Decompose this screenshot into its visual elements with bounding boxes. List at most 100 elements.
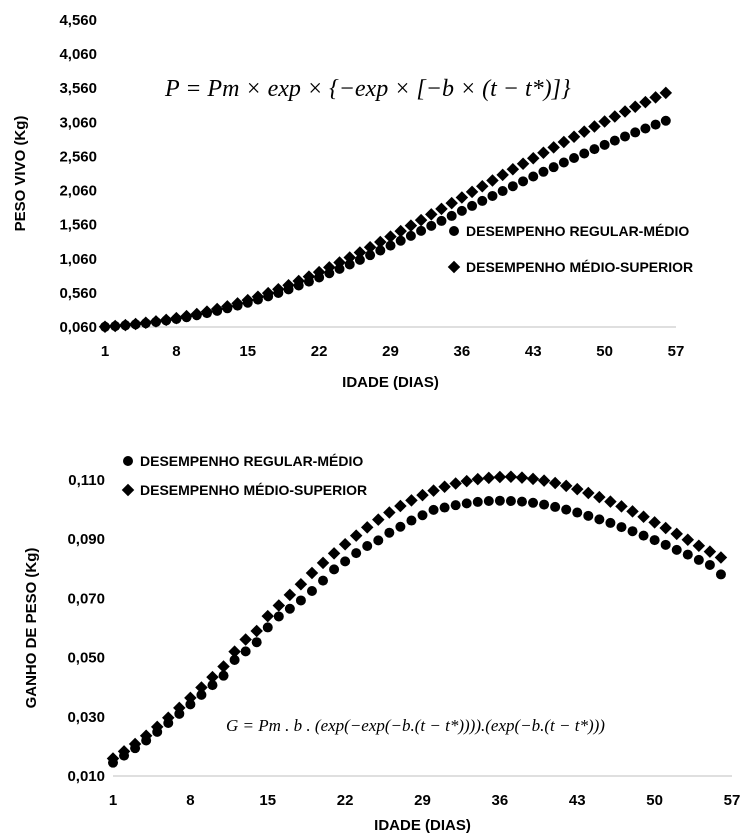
data-point xyxy=(703,545,717,558)
data-point xyxy=(231,297,244,310)
data-point xyxy=(261,286,275,300)
data-point xyxy=(494,495,505,506)
formula-peso-vivo: P = Pm × exp × {−exp × [−b × (t − t*)]} xyxy=(165,76,571,102)
data-point xyxy=(218,670,229,681)
data-point xyxy=(373,535,384,546)
data-point xyxy=(395,235,406,246)
x-tick-label: 1 xyxy=(109,792,117,809)
data-point xyxy=(262,622,273,633)
data-point xyxy=(365,250,376,261)
data-point xyxy=(295,595,306,606)
data-point xyxy=(660,539,671,550)
data-point xyxy=(561,504,572,515)
data-point xyxy=(528,497,539,508)
data-point xyxy=(450,500,461,511)
data-point xyxy=(648,516,661,529)
data-point xyxy=(567,130,581,144)
x-tick-label: 1 xyxy=(101,343,109,360)
data-point xyxy=(637,510,650,523)
data-point xyxy=(139,316,153,330)
data-point xyxy=(221,300,234,313)
data-point xyxy=(589,144,600,155)
legend-label: DESEMPENHO REGULAR-MÉDIO xyxy=(140,453,363,469)
data-point xyxy=(482,471,496,485)
legend-label: DESEMPENHO MÉDIO-SUPERIOR xyxy=(140,482,367,498)
data-point xyxy=(343,251,356,264)
data-point xyxy=(515,471,529,484)
data-point xyxy=(217,660,230,673)
y-tick-label: 0,090 xyxy=(67,531,105,548)
x-tick-label: 43 xyxy=(525,343,542,360)
data-point xyxy=(385,240,396,251)
data-point xyxy=(184,691,197,705)
data-point xyxy=(119,318,132,332)
legend-label: DESEMPENHO REGULAR-MÉDIO xyxy=(466,223,689,239)
data-point xyxy=(206,670,219,684)
data-point xyxy=(284,603,295,614)
data-point xyxy=(704,559,715,570)
data-point xyxy=(670,527,683,541)
data-point xyxy=(149,315,163,328)
data-point xyxy=(228,645,241,658)
x-tick-label: 57 xyxy=(668,343,685,360)
data-point xyxy=(294,577,308,591)
data-point xyxy=(374,235,387,249)
data-point xyxy=(316,556,330,570)
data-point xyxy=(446,210,457,221)
data-point xyxy=(537,146,550,160)
y-tick-label: 0,010 xyxy=(67,768,105,785)
data-point xyxy=(650,119,661,130)
data-point xyxy=(682,549,693,560)
data-point xyxy=(404,219,418,232)
data-point xyxy=(195,681,208,694)
data-point xyxy=(449,477,462,490)
y-tick-label: 3,560 xyxy=(59,80,97,97)
data-point xyxy=(344,259,355,270)
x-tick-label: 36 xyxy=(492,792,509,809)
data-point xyxy=(329,564,340,575)
legend-label: DESEMPENHO MÉDIO-SUPERIOR xyxy=(466,259,693,275)
data-point xyxy=(487,190,498,201)
data-point xyxy=(239,633,252,646)
data-point xyxy=(323,261,336,274)
x-tick-label: 22 xyxy=(311,343,328,360)
data-point xyxy=(681,533,695,547)
x-tick-label: 36 xyxy=(454,343,471,360)
data-point xyxy=(394,224,407,238)
data-point xyxy=(302,270,316,283)
data-point xyxy=(436,215,447,226)
series-circle xyxy=(108,495,726,768)
data-point xyxy=(372,513,385,526)
y-tick-label: 0,030 xyxy=(67,709,105,726)
data-point xyxy=(465,185,479,199)
data-point xyxy=(129,317,142,331)
x-tick-label: 29 xyxy=(414,792,431,809)
data-point xyxy=(579,148,590,159)
x-tick-label: 15 xyxy=(239,343,256,360)
x-tick-label: 15 xyxy=(259,792,276,809)
data-point xyxy=(417,510,428,521)
formula-ganho-de-peso: G = Pm . b . (exp(−exp(−b.(t − t*)))).(e… xyxy=(226,716,605,735)
x-tick-label: 29 xyxy=(382,343,399,360)
data-point xyxy=(340,556,351,567)
data-point xyxy=(571,482,584,496)
data-point xyxy=(626,505,639,518)
data-point xyxy=(583,510,594,521)
data-point xyxy=(353,246,367,259)
data-point xyxy=(598,115,611,128)
data-point xyxy=(416,488,429,502)
x-tick-label: 22 xyxy=(337,792,354,809)
data-point xyxy=(384,527,395,538)
data-point xyxy=(496,168,509,182)
data-point xyxy=(615,500,628,513)
data-point xyxy=(516,496,527,507)
data-point xyxy=(251,637,262,648)
chart-peso-vivo-svg: 1 8 15 22 29 36 43 50 57 0,060 0,560 1,060 1,560 2,06… xyxy=(12,12,693,391)
data-point xyxy=(608,110,622,123)
data-point xyxy=(395,521,406,532)
data-point xyxy=(250,624,263,638)
y-tick-label: 0,050 xyxy=(67,650,105,667)
data-point xyxy=(273,611,284,622)
data-point xyxy=(497,186,508,197)
y-tick-label: 2,560 xyxy=(59,148,97,165)
